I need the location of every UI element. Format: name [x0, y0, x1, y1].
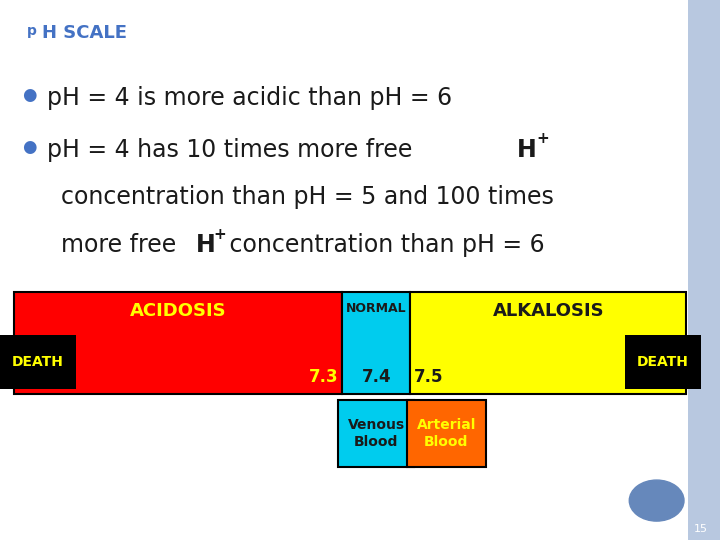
Text: 15: 15: [693, 523, 708, 534]
Bar: [410, 292, 686, 394]
Bar: [688, 0, 720, 540]
Text: NORMAL: NORMAL: [346, 302, 407, 315]
Text: 6.8: 6.8: [22, 368, 51, 386]
Bar: [14, 292, 342, 394]
Text: ALKALOSIS: ALKALOSIS: [492, 302, 604, 320]
Text: ●: ●: [22, 86, 36, 104]
Text: Arterial
Blood: Arterial Blood: [417, 418, 476, 449]
Text: pH = 4 has 10 times more free: pH = 4 has 10 times more free: [47, 138, 420, 161]
Text: Venous
Blood: Venous Blood: [348, 418, 405, 449]
Text: ACIDOSIS: ACIDOSIS: [130, 302, 227, 320]
Text: more free: more free: [61, 233, 184, 257]
Text: H SCALE: H SCALE: [42, 24, 127, 42]
Text: H: H: [517, 138, 536, 161]
Text: p: p: [27, 24, 37, 38]
Bar: [0, 335, 76, 389]
Text: 7.3: 7.3: [309, 368, 338, 386]
Bar: [338, 400, 414, 467]
Text: concentration than pH = 6: concentration than pH = 6: [222, 233, 544, 257]
Text: ●: ●: [22, 138, 36, 156]
Text: +: +: [536, 131, 549, 146]
Text: 7.5: 7.5: [414, 368, 444, 386]
Text: pH = 4 is more acidic than pH = 6: pH = 4 is more acidic than pH = 6: [47, 86, 452, 110]
Bar: [407, 400, 486, 467]
Text: concentration than pH = 5 and 100 times: concentration than pH = 5 and 100 times: [61, 185, 554, 208]
Text: DEATH: DEATH: [12, 355, 64, 369]
Text: +: +: [214, 227, 227, 242]
Text: 8.0: 8.0: [649, 368, 679, 386]
Bar: [342, 292, 410, 394]
Text: H: H: [196, 233, 215, 257]
Text: DEATH: DEATH: [636, 355, 689, 369]
Text: 7.4: 7.4: [361, 368, 391, 386]
Circle shape: [629, 480, 684, 521]
Bar: [625, 335, 701, 389]
